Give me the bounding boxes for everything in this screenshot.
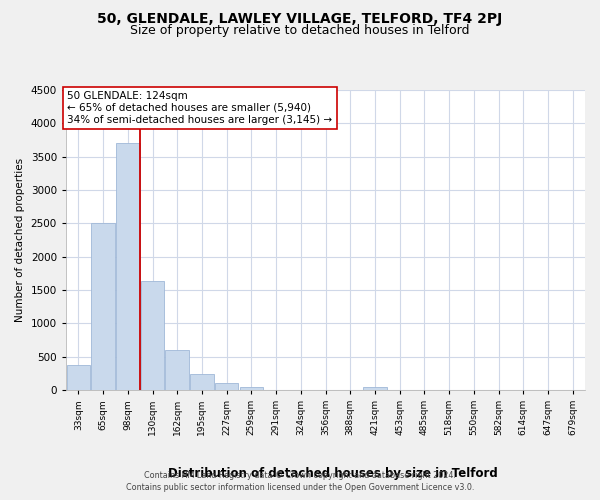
Bar <box>67 365 90 390</box>
Text: Size of property relative to detached houses in Telford: Size of property relative to detached ho… <box>130 24 470 37</box>
Text: Distribution of detached houses by size in Telford: Distribution of detached houses by size … <box>168 467 498 480</box>
Bar <box>91 222 115 390</box>
Bar <box>215 384 238 390</box>
Text: 50 GLENDALE: 124sqm
← 65% of detached houses are smaller (5,940)
34% of semi-det: 50 GLENDALE: 124sqm ← 65% of detached ho… <box>67 92 332 124</box>
Bar <box>239 386 263 390</box>
Bar <box>166 350 189 390</box>
Y-axis label: Number of detached properties: Number of detached properties <box>15 158 25 322</box>
Bar <box>141 282 164 390</box>
Bar <box>190 374 214 390</box>
Text: 50, GLENDALE, LAWLEY VILLAGE, TELFORD, TF4 2PJ: 50, GLENDALE, LAWLEY VILLAGE, TELFORD, T… <box>97 12 503 26</box>
Bar <box>116 144 140 390</box>
Text: Contains HM Land Registry data © Crown copyright and database right 2024.
Contai: Contains HM Land Registry data © Crown c… <box>126 471 474 492</box>
Bar <box>363 386 386 390</box>
